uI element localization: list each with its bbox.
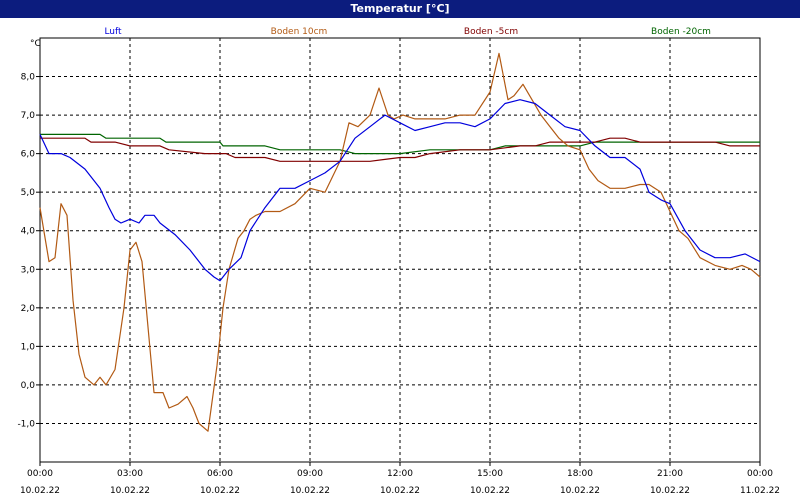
x-tick-time: 09:00	[297, 469, 323, 479]
x-tick-date: 11.02.22	[740, 486, 780, 496]
x-tick-time: 03:00	[117, 469, 143, 479]
x-tick-time: 21:00	[657, 469, 683, 479]
legend-entry: Luft	[104, 27, 122, 37]
x-tick-time: 00:00	[747, 469, 773, 479]
x-tick-time: 00:00	[27, 469, 53, 479]
series-line-boden-20cm	[40, 133, 760, 155]
y-axis-label: °C	[30, 39, 41, 49]
x-tick-time: 06:00	[207, 469, 233, 479]
y-tick-label: -1,0	[17, 419, 35, 429]
grid	[40, 38, 760, 462]
window-title: Temperatur [°C]	[0, 0, 800, 18]
legend-entry: Boden 10cm	[271, 27, 328, 37]
x-tick-date: 10.02.22	[470, 486, 510, 496]
x-tick-time: 12:00	[387, 469, 413, 479]
x-tick-date: 10.02.22	[560, 486, 600, 496]
y-tick-label: 8,0	[21, 73, 36, 83]
y-tick-label: 6,0	[21, 150, 36, 160]
x-tick-time: 15:00	[477, 469, 503, 479]
series-line-boden-10cm	[39, 52, 761, 432]
y-tick-label: 5,0	[21, 188, 36, 198]
x-tick-date: 10.02.22	[650, 486, 690, 496]
y-tick-label: 1,0	[21, 342, 36, 352]
y-tick-label: 2,0	[21, 304, 36, 314]
x-tick-time: 18:00	[567, 469, 593, 479]
series-line-luft	[39, 99, 761, 282]
x-tick-date: 10.02.22	[380, 486, 420, 496]
y-tick-label: 0,0	[21, 381, 36, 391]
x-axis: 00:00 10.02.22 03:00 10.02.22 06:00 10.02.22 0…	[20, 462, 780, 496]
y-tick-label: 4,0	[21, 227, 36, 237]
x-tick-date: 10.02.22	[290, 486, 330, 496]
y-tick-label: 7,0	[21, 111, 36, 121]
x-tick-date: 10.02.22	[200, 486, 240, 496]
x-tick-date: 10.02.22	[110, 486, 150, 496]
legend: Luft Boden 10cm Boden -5cm Boden -20cm	[104, 27, 711, 37]
y-axis: -1,0 0,0 1,0 2,0 3,0 4,0 5,0 6,0 7,0 8,0	[17, 73, 40, 429]
legend-entry: Boden -20cm	[651, 27, 711, 37]
temperature-chart: -1,0 0,0 1,0 2,0 3,0 4,0 5,0 6,0 7,0 8,0 00:00 10.…	[17, 27, 780, 496]
legend-entry: Boden -5cm	[464, 27, 518, 37]
series-line-boden-5cm	[40, 137, 760, 162]
y-tick-label: 3,0	[21, 265, 36, 275]
series-lines	[39, 52, 761, 432]
x-tick-date: 10.02.22	[20, 486, 60, 496]
